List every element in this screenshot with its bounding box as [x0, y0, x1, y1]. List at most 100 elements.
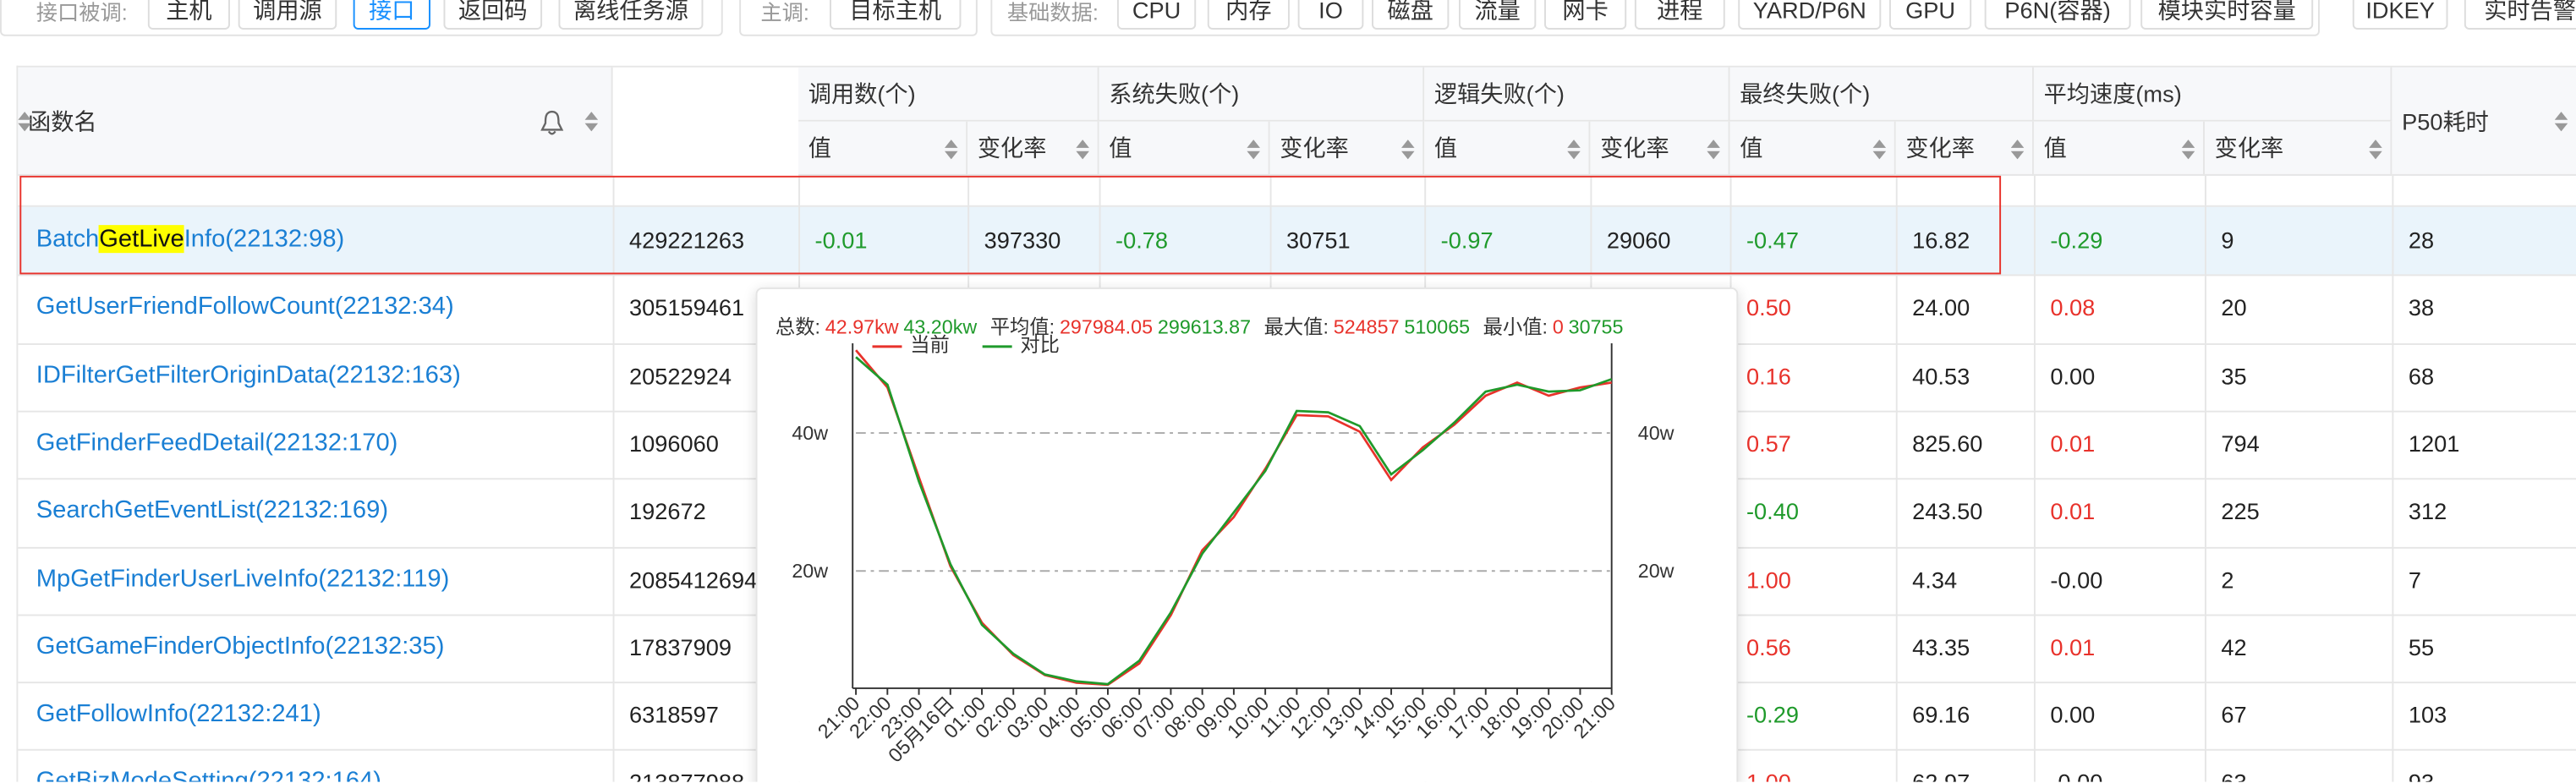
col-line — [2392, 175, 2394, 782]
col-line — [1895, 175, 1898, 782]
col-line — [2204, 175, 2206, 782]
sort-icon[interactable] — [1567, 140, 1581, 160]
function-name[interactable]: GetUserFriendFollowCount(22132:34) — [36, 293, 454, 321]
stat-label: 最小值: — [1483, 315, 1548, 337]
y-tick-label: 20w — [792, 560, 828, 582]
y2-tick-label: 40w — [1638, 422, 1674, 444]
function-name[interactable]: IDFilterGetFilterOriginData(22132:163) — [36, 360, 461, 389]
cell-value: 213877988 — [629, 769, 744, 782]
tab-button[interactable]: IDKEY — [2352, 0, 2448, 30]
group-label: 接口被调: — [36, 0, 128, 25]
bell-icon[interactable] — [540, 110, 564, 136]
header-sub: 变化率 — [1269, 121, 1425, 176]
tab-button[interactable]: 模块实时容量 — [2140, 0, 2314, 30]
change-rate: -0.00 — [2050, 769, 2102, 782]
sort-icon[interactable] — [2181, 140, 2195, 160]
cell-value: 794 — [2221, 430, 2260, 457]
function-name[interactable]: GetBizModeSetting(22132:164) — [36, 767, 381, 782]
function-name[interactable]: GetFinderFeedDetail(22132:170) — [36, 428, 398, 457]
bell-shape — [540, 110, 564, 135]
name-part: Batch — [36, 225, 100, 254]
series-line — [855, 349, 1612, 687]
stat-current: 0 — [1553, 315, 1564, 337]
change-rate: 0.00 — [2050, 362, 2096, 389]
tab-button[interactable]: 目标主机 — [830, 0, 962, 30]
sort-icon[interactable] — [18, 112, 31, 132]
cell-value: 28 — [2408, 227, 2435, 254]
sort-up — [1401, 140, 1415, 148]
change-rate: 0.16 — [1746, 362, 1791, 389]
cell-value: 305159461 — [629, 294, 745, 321]
function-name[interactable]: GetFollowInfo(22132:241) — [36, 699, 321, 728]
cell-value: 63 — [2221, 769, 2246, 782]
header-sub: 值 — [1099, 121, 1270, 176]
sort-up — [2369, 140, 2382, 148]
sort-icon[interactable] — [1707, 140, 1720, 160]
cell-value: 35 — [2221, 362, 2247, 389]
sort-icon[interactable] — [584, 112, 599, 132]
sort-icon[interactable] — [1401, 140, 1415, 160]
chart-tooltip: 总数: 42.97kw 43.20kw 平均值: 297984.05 299613.87 最… — [755, 287, 1739, 782]
tab-button[interactable]: 接口 — [353, 0, 430, 30]
tab-button[interactable]: P6N(容器) — [1984, 0, 2131, 30]
tab-button[interactable]: 调用源 — [238, 0, 337, 30]
tab-button[interactable]: GPU — [1888, 0, 1972, 30]
cell-value: 312 — [2408, 497, 2447, 525]
function-name[interactable]: SearchGetEventList(22132:169) — [36, 496, 389, 525]
cell-value: 7 — [2408, 566, 2421, 593]
sort-down — [2554, 123, 2568, 132]
sort-down — [1247, 151, 1260, 160]
header-sub: 值 — [798, 121, 968, 176]
tab-button[interactable]: 主机 — [147, 0, 230, 30]
cell-value: 30751 — [1286, 227, 1351, 254]
cell-value: 69.16 — [1912, 701, 1970, 728]
cell-value: 1201 — [2408, 430, 2460, 457]
stat-current: 297984.05 — [1060, 315, 1153, 337]
header-group: 最终失败(个) — [1729, 67, 2034, 122]
sort-icon[interactable] — [2554, 112, 2568, 132]
header-group: 调用数(个) — [798, 67, 1099, 122]
legend-label: 对比 — [1020, 334, 1060, 356]
sort-up — [1076, 140, 1089, 148]
tab-button[interactable]: 离线任务源 — [558, 0, 704, 30]
sort-down — [1707, 151, 1720, 160]
stat-current: 524857 — [1334, 315, 1400, 337]
tab-button[interactable]: YARD/P6N — [1738, 0, 1882, 30]
cell-value: 43.35 — [1912, 633, 1970, 660]
header-group: 系统失败(个) — [1099, 67, 1425, 122]
tab-button[interactable]: 进程 — [1634, 0, 1725, 30]
cell-value: 825.60 — [1912, 430, 1983, 457]
toolbar: 接口被调: 主机 调用源 接口 返回码 离线任务源 主调: 目标主机 基础数据: CPU 内存 IO 磁… — [0, 0, 2576, 40]
sort-down — [2181, 151, 2195, 160]
tab-button[interactable]: 网卡 — [1544, 0, 1627, 30]
change-rate: -0.78 — [1115, 227, 1169, 254]
tab-button[interactable]: 内存 — [1207, 0, 1290, 30]
function-name[interactable]: GetGameFinderObjectInfo(22132:35) — [36, 632, 445, 660]
sort-icon[interactable] — [1247, 140, 1260, 160]
header-sub: 变化率 — [1895, 121, 2034, 176]
cell-value: 1096060 — [629, 430, 719, 457]
sort-icon[interactable] — [2010, 140, 2025, 160]
y2-tick-label: 20w — [1638, 560, 1674, 582]
tab-button[interactable]: 返回码 — [443, 0, 543, 30]
data-table: 函数名 调用数(个) 值变化率 系统失败(个) 值变化率 逻辑失败(个) 值变化率 最终失败(… — [16, 65, 2576, 782]
row-line — [18, 274, 2576, 277]
tab-button[interactable]: 流量 — [1459, 0, 1537, 30]
sort-down — [2369, 151, 2382, 160]
header-sub: 值 — [2033, 121, 2205, 176]
tab-button[interactable]: 磁盘 — [1372, 0, 1450, 30]
tab-button[interactable]: 实时告警 — [2464, 0, 2576, 30]
cell-value: 38 — [2408, 294, 2435, 321]
function-name[interactable]: BatchGetLiveInfo(22132:98) — [36, 225, 344, 254]
tab-button[interactable]: CPU — [1116, 0, 1197, 30]
function-name[interactable]: MpGetFinderUserLiveInfo(22132:119) — [36, 564, 450, 593]
change-rate: 0.00 — [2050, 701, 2096, 728]
header-sub: 值 — [1729, 121, 1896, 176]
sort-icon[interactable] — [1076, 140, 1089, 160]
sort-icon[interactable] — [1872, 140, 1887, 160]
tab-button[interactable]: IO — [1297, 0, 1364, 30]
sort-up — [2554, 112, 2568, 120]
sort-icon[interactable] — [944, 140, 958, 160]
name-highlight: GetLive — [99, 225, 184, 254]
sort-icon[interactable] — [2369, 140, 2382, 160]
